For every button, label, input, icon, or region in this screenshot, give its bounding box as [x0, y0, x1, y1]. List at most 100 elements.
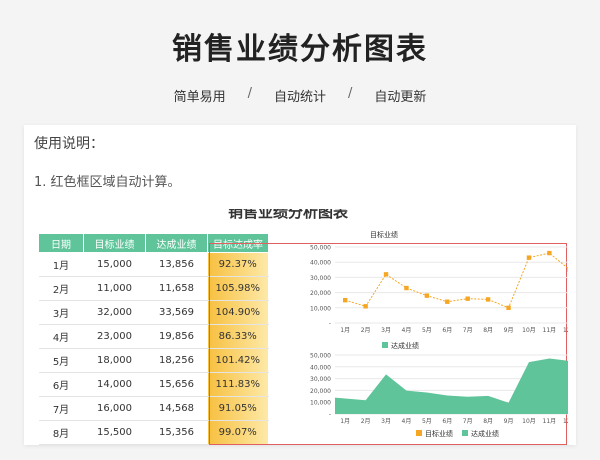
rate-cell: 104.90% [207, 300, 269, 325]
target-point [404, 285, 409, 291]
achieved-cell: 11,658 [145, 276, 208, 301]
x-tick-label: 3月 [381, 418, 391, 425]
month-cell: 2月 [38, 276, 84, 301]
y-tick-label: 30,000 [310, 376, 331, 383]
table-row: 5月 18,000 18,256 101.42% [38, 348, 284, 373]
legend-label: 达成业绩 [471, 429, 499, 438]
x-tick-label: 7月 [463, 418, 473, 425]
legend-label: 达成业绩 [391, 341, 419, 350]
x-tick-label: 10月 [522, 327, 536, 334]
table-header-row: 日期 目标业绩 达成业绩 目标达成率 [38, 233, 284, 253]
y-tick-label: 10,000 [310, 305, 331, 312]
target-point [343, 298, 348, 303]
rate-cell: 91.05% [207, 396, 269, 421]
achieved-cell: 18,256 [145, 348, 208, 373]
achieved-cell: 33,569 [145, 300, 208, 325]
x-tick-label: 5月 [422, 418, 432, 425]
target-cell: 15,500 [83, 420, 146, 445]
achieved-cell: 13,856 [145, 252, 208, 277]
feature-item: 简单易用 [173, 90, 226, 105]
x-tick-label: 12月 [563, 327, 568, 334]
achieved-cell: 19,856 [145, 324, 208, 349]
x-tick-label: 5月 [422, 327, 432, 334]
table-row: 7月 16,000 14,568 91.05% [38, 396, 284, 421]
x-tick-label: 11月 [543, 418, 557, 425]
x-tick-label: 8月 [483, 327, 493, 334]
month-cell: 7月 [38, 396, 84, 421]
target-point [424, 293, 430, 298]
target-point [445, 299, 450, 304]
target-cell: 16,000 [83, 396, 146, 421]
legend-swatch [382, 342, 388, 348]
month-cell: 3月 [38, 300, 84, 325]
table-row: 3月 32,000 33,569 104.90% [38, 300, 284, 325]
x-tick-label: 3月 [381, 327, 391, 334]
usage-item: 1. 红色框区域自动计算。 [34, 175, 181, 190]
feature-separator: / [348, 86, 353, 101]
y-tick-label: - [329, 412, 331, 419]
y-tick-label: 30,000 [310, 275, 331, 282]
target-point [485, 297, 491, 302]
table-row: 2月 11,000 11,658 105.98% [38, 276, 284, 301]
y-tick-label: 50,000 [310, 245, 331, 252]
y-tick-label: 40,000 [310, 260, 331, 267]
x-tick-label: 9月 [504, 418, 514, 425]
column-header: 目标业绩 [83, 233, 146, 253]
x-tick-label: 10月 [522, 418, 536, 425]
month-cell: 1月 [38, 252, 84, 277]
y-tick-label: - [329, 321, 331, 328]
x-tick-label: 2月 [361, 327, 371, 334]
feature-item: 自动统计 [273, 90, 326, 105]
auto-calc-frame [209, 243, 567, 445]
table-row: 8月 15,500 15,356 99.07% [38, 420, 284, 445]
target-cell: 23,000 [83, 324, 146, 349]
y-tick-label: 20,000 [310, 388, 331, 395]
usage-title: 使用说明： [34, 136, 104, 152]
page-header: 销售业绩分析图表 简单易用 / 自动统计 / 自动更新 [0, 0, 600, 125]
feature-separator: / [247, 86, 252, 101]
x-tick-label: 1月 [340, 418, 350, 425]
target-series-line [345, 252, 568, 309]
achieved-series-area [335, 358, 568, 414]
x-tick-label: 2月 [361, 418, 371, 425]
target-cell: 14,000 [83, 372, 146, 397]
rate-cell: 99.07% [207, 420, 269, 445]
target-cell: 15,000 [83, 252, 146, 277]
legend-label: 目标业绩 [425, 429, 453, 438]
charts-svg: 目标业绩 50,000 40,000 30,000 20,000 10,000 - 1月 2月 3… [310, 230, 568, 438]
target-point [363, 304, 368, 309]
rate-cell: 101.42% [207, 348, 269, 373]
x-tick-label: 1月 [340, 327, 350, 334]
target-cell: 11,000 [83, 276, 146, 301]
x-tick-label: 6月 [442, 418, 452, 425]
table-row: 4月 23,000 19,856 86.33% [38, 324, 284, 349]
rate-cell: 105.98% [207, 276, 269, 301]
x-tick-label: 4月 [402, 418, 412, 425]
rate-cell: 86.33% [207, 324, 269, 349]
target-point [383, 272, 389, 277]
feature-item: 自动更新 [374, 90, 427, 105]
month-cell: 6月 [38, 372, 84, 397]
achieved-cell: 15,356 [145, 420, 208, 445]
sheet-title: 销售业绩分析图表 [228, 209, 349, 221]
chart-title: 目标业绩 [370, 230, 398, 239]
y-tick-label: 20,000 [310, 290, 331, 297]
table-row: 1月 15,000 13,856 92.37% [38, 252, 284, 277]
rate-cell: 92.37% [207, 252, 269, 277]
target-point [506, 305, 511, 310]
x-tick-label: 11月 [543, 327, 557, 334]
legend-swatch [462, 430, 468, 436]
rate-cell: 111.83% [207, 372, 269, 397]
x-tick-label: 4月 [402, 327, 412, 334]
preview-card: 使用说明： 1. 红色框区域自动计算。 销售业绩分析图表 日期 目标业绩 达成业… [24, 125, 576, 445]
y-tick-label: 50,000 [310, 353, 331, 360]
month-cell: 5月 [38, 348, 84, 373]
month-cell: 8月 [38, 420, 84, 445]
y-tick-label: 10,000 [310, 400, 331, 407]
feature-list: 简单易用 / 自动统计 / 自动更新 [0, 86, 600, 105]
table-row: 6月 14,000 15,656 111.83% [38, 372, 284, 397]
target-point [547, 250, 552, 256]
target-cell: 18,000 [83, 348, 146, 373]
sales-table: 日期 目标业绩 达成业绩 目标达成率 1月 15,000 13,856 92.37% 2… [38, 233, 284, 445]
target-point [465, 296, 470, 301]
